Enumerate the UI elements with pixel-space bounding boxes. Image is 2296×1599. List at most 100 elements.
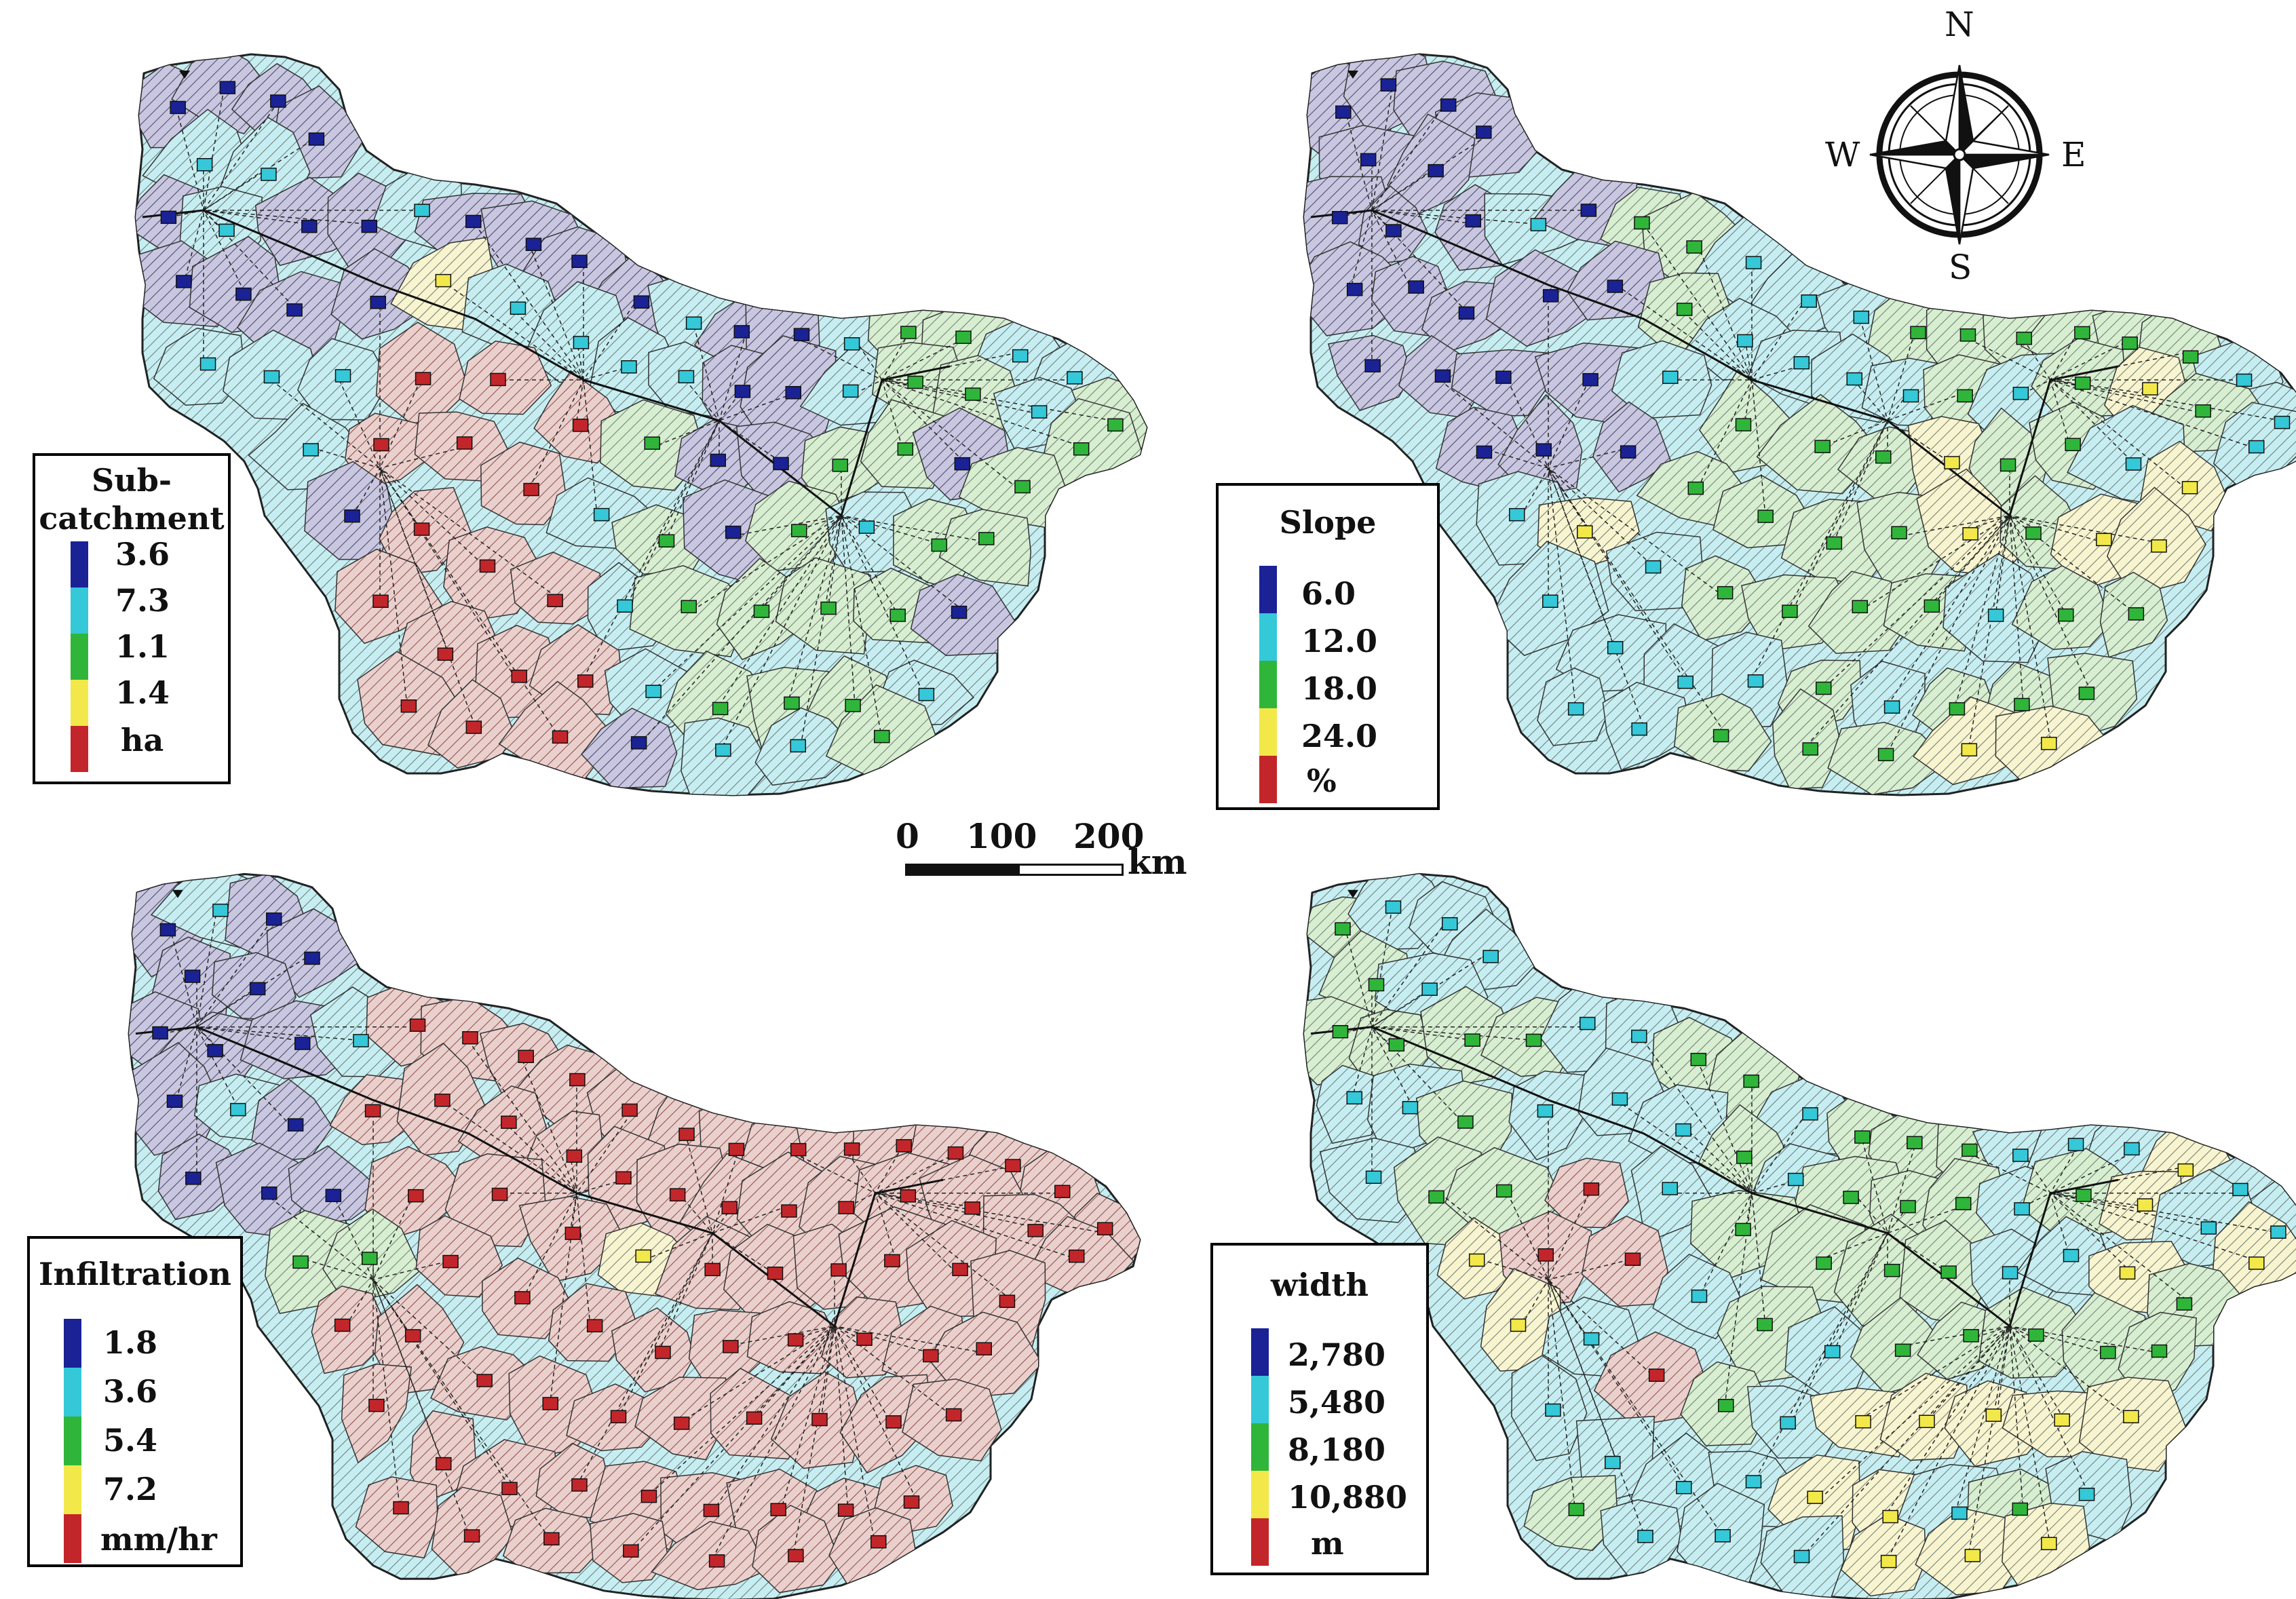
subcatchment-centroid-marker: [303, 443, 319, 457]
subcatchment-area: [510, 552, 603, 625]
subcatchment-centroid-marker: [415, 372, 432, 385]
drainage-line: [522, 1060, 577, 1194]
outlet-icon: [1347, 889, 1358, 898]
subcatchment-centroid-marker: [1757, 509, 1774, 523]
drainage-line: [1955, 1326, 2010, 1513]
subcatchment-centroid-marker: [2078, 687, 2095, 700]
subcatchment-centroid-marker: [1385, 224, 1402, 237]
legend-value-2: 5,480: [1288, 1384, 1386, 1421]
subcatchment-centroid-marker: [1364, 359, 1381, 372]
subcatchment-centroid-marker: [1582, 372, 1599, 387]
drainage-line: [651, 420, 720, 448]
drainage-line: [352, 467, 381, 516]
subcatchment-centroid-marker: [2096, 533, 2112, 547]
drainage-line: [203, 169, 265, 211]
subcatchment-centroid-marker: [1883, 700, 1900, 714]
subcatchment-centroid-marker: [830, 1263, 847, 1277]
subcatchment-centroid-marker: [1624, 1252, 1641, 1266]
drainage-line: [203, 210, 367, 225]
subcatchment-centroid-marker: [2012, 1502, 2029, 1516]
drainage-line: [1548, 467, 1725, 733]
drainage-line: [712, 1326, 835, 1560]
drainage-line: [834, 1326, 917, 1499]
subcatchment-centroid-marker: [1957, 389, 1973, 403]
subcatchment-centroid-marker: [1012, 349, 1029, 363]
subcatchment-centroid-marker: [2249, 1256, 2265, 1270]
subcatchment-area: [330, 248, 434, 340]
subcatchment-centroid-marker: [1883, 1263, 1900, 1277]
subcatchment-centroid-marker: [790, 1142, 807, 1157]
drainage-line: [1548, 1279, 1576, 1513]
subcatchment-centroid-marker: [547, 594, 563, 608]
drainage-line: [2009, 1326, 2024, 1513]
subcatchment-centroid-marker: [1530, 218, 1547, 231]
subcatchment-centroid-marker: [1442, 917, 1458, 931]
subcatchment-centroid-marker: [1068, 1249, 1085, 1263]
subcatchment-centroid-marker: [1963, 1329, 1979, 1343]
legend-value-3: 5.4: [103, 1422, 158, 1459]
drainage-line: [474, 223, 584, 381]
subcatchment-centroid-marker: [708, 1554, 725, 1568]
legend-value-2: 7.3: [115, 582, 170, 619]
subcatchment-centroid-marker: [334, 369, 351, 383]
subcatchment-centroid-marker: [2177, 1163, 2194, 1177]
subcatchment-centroid-marker: [463, 1529, 480, 1543]
subcatchment-centroid-marker: [1955, 1197, 1972, 1210]
subcatchment-centroid-marker: [704, 1263, 721, 1277]
drainage-line: [372, 1279, 550, 1539]
drainage-line: [379, 379, 421, 469]
subcatchment-centroid-marker: [287, 1118, 304, 1132]
subcatchment-centroid-marker: [1360, 153, 1377, 167]
subcatchment-centroid-marker: [615, 1171, 632, 1184]
subcatchment-area: [752, 1505, 841, 1594]
subcatchment-centroid-marker: [790, 739, 807, 753]
subcatchment-centroid-marker: [2074, 326, 2090, 340]
subcatchment-centroid-marker: [1757, 1317, 1773, 1332]
drainage-line: [1548, 467, 1658, 571]
subcatchment-centroid-marker: [723, 1340, 739, 1353]
subcatchment-centroid-marker: [1579, 1016, 1596, 1030]
subcatchment-centroid-marker: [160, 210, 177, 225]
scale-tick-100: 100: [966, 816, 1037, 856]
subcatchment-centroid-marker: [1388, 1038, 1405, 1052]
subcatchment-centroid-marker: [1736, 1151, 1753, 1164]
subcatchment-centroid-marker: [1346, 1091, 1363, 1104]
subcatchment-centroid-marker: [1919, 1414, 1935, 1428]
subcatchment-centroid-marker: [2078, 1487, 2095, 1501]
subcatchment-centroid-marker: [1793, 1549, 1810, 1564]
subcatchment-centroid-marker: [1525, 1033, 1542, 1047]
subcatchment-centroid-marker: [793, 328, 810, 341]
subcatchment-centroid-marker: [565, 1227, 581, 1240]
drainage-line: [2050, 379, 2146, 394]
subcatchment-centroid-marker: [435, 1457, 452, 1471]
outlet-icon: [179, 71, 190, 79]
drainage-line: [1887, 1206, 1909, 1234]
subcatchment-centroid-marker: [715, 743, 731, 757]
subcatchment-centroid-marker: [610, 1410, 627, 1423]
subcatchment-centroid-marker: [368, 1398, 385, 1412]
drainage-line: [271, 379, 381, 469]
subcatchment-centroid-marker: [907, 375, 923, 389]
subcatchment-centroid-marker: [437, 647, 454, 661]
subcatchment-centroid-marker: [523, 482, 539, 497]
drainage-line: [1751, 420, 1888, 679]
drainage-line: [379, 447, 462, 469]
subcatchment-centroid-marker: [573, 336, 590, 349]
subcatchment-centroid-marker: [1096, 1222, 1113, 1235]
drainage-line: [847, 1153, 876, 1194]
subcatchment-centroid-marker: [218, 223, 235, 237]
subcatchment-centroid-marker: [1735, 1222, 1751, 1237]
compass-south-label: S: [1949, 248, 1972, 287]
scale-tick-200: 200: [1073, 816, 1145, 856]
subcatchment-centroid-marker: [703, 1503, 720, 1518]
subcatchment-centroid-marker: [658, 534, 675, 548]
drainage-line: [617, 1233, 713, 1420]
subcatchment-centroid-marker: [2119, 1266, 2136, 1280]
subcatchment-centroid-marker: [1637, 1529, 1653, 1543]
subcatchment-centroid-marker: [2100, 1345, 2116, 1360]
subcatchment-centroid-marker: [681, 600, 697, 613]
subcatchment-centroid-marker: [2232, 1182, 2249, 1197]
drainage-line: [1751, 1233, 1888, 1486]
subcatchment-centroid-marker: [1902, 389, 1919, 403]
subcatchment-centroid-marker: [261, 1186, 278, 1200]
